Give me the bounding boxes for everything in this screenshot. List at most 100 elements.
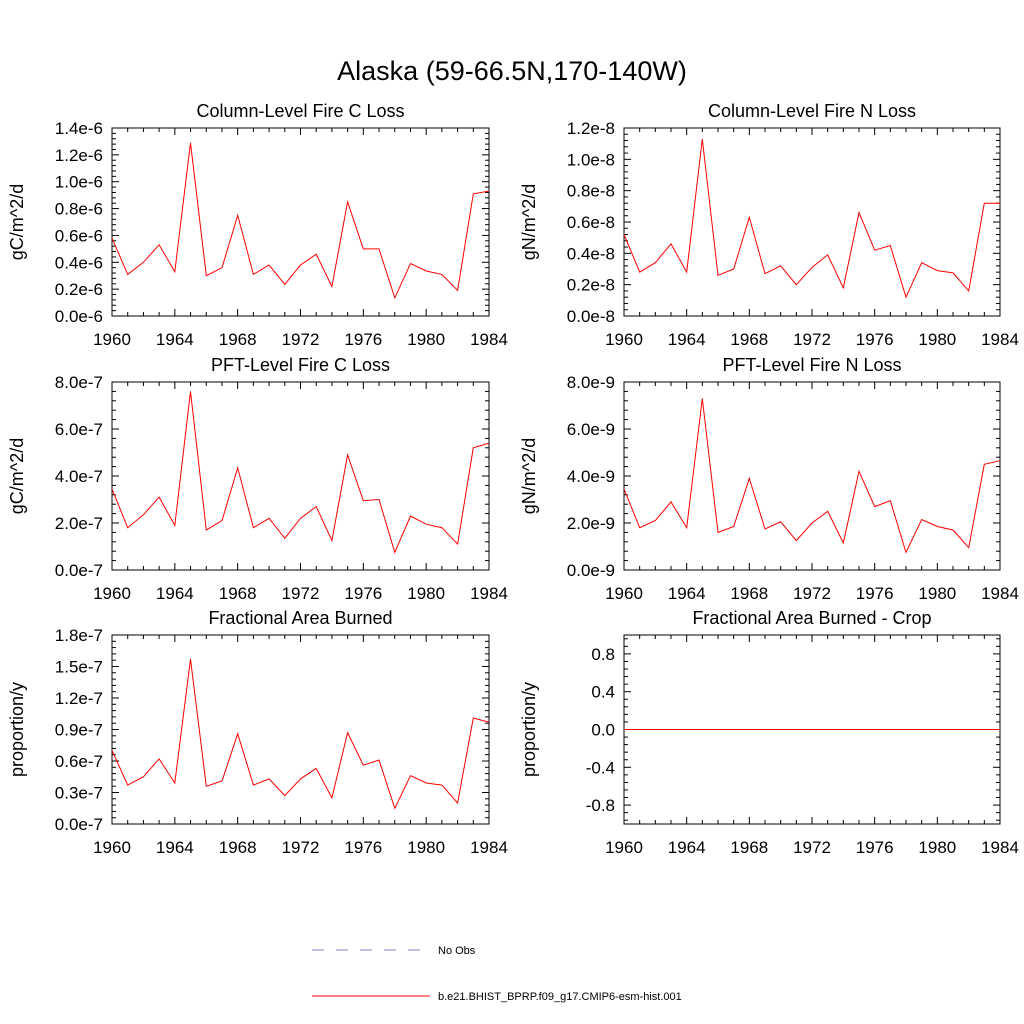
y-tick-label: 0.6e-7 <box>55 752 103 771</box>
y-tick-label: 8.0e-7 <box>55 373 103 392</box>
series-line <box>623 398 1001 554</box>
x-tick-label: 1968 <box>730 838 768 857</box>
x-tick-label: 1976 <box>344 838 382 857</box>
y-tick-label: 0.8 <box>591 645 615 664</box>
panel-title: Column-Level Fire N Loss <box>708 101 916 121</box>
y-tick-label: 6.0e-7 <box>55 420 103 439</box>
x-tick-label: 1964 <box>156 584 194 603</box>
x-tick-label: 1976 <box>856 838 894 857</box>
x-tick-label: 1980 <box>407 838 445 857</box>
x-tick-label: 1964 <box>668 330 706 349</box>
x-tick-label: 1984 <box>470 838 508 857</box>
y-tick-label: 1.4e-6 <box>55 119 103 138</box>
y-tick-label: -0.4 <box>586 758 615 777</box>
x-tick-label: 1984 <box>981 330 1019 349</box>
x-tick-label: 1972 <box>282 838 320 857</box>
y-tick-label: 0.6e-6 <box>55 226 103 245</box>
y-tick-label: 4.0e-9 <box>567 467 615 486</box>
y-tick-label: 0.4e-8 <box>567 244 615 263</box>
x-tick-label: 1972 <box>282 584 320 603</box>
legend: No Obs b.e21.BHIST_BPRP.f09_g17.CMIP6-es… <box>312 945 682 1003</box>
x-tick-label: 1976 <box>856 584 894 603</box>
x-tick-label: 1972 <box>793 838 831 857</box>
panel-1: Column-Level Fire C Loss gC/m^2/d 1960 1964… <box>7 101 508 349</box>
series-line <box>111 659 490 810</box>
panel-title: PFT-Level Fire N Loss <box>722 355 901 375</box>
y-tick-label: 0.8e-6 <box>55 200 103 219</box>
x-tick-label: 1980 <box>407 584 445 603</box>
y-tick-label: 1.2e-7 <box>55 689 103 708</box>
y-tick-label: 6.0e-9 <box>567 420 615 439</box>
x-tick-label: 1980 <box>407 330 445 349</box>
x-tick-label: 1976 <box>344 584 382 603</box>
y-tick-label: 1.5e-7 <box>55 658 103 677</box>
y-tick-label: 0.0e-7 <box>55 815 103 834</box>
y-tick-label: 8.0e-9 <box>567 373 615 392</box>
y-tick-label: 0.0 <box>591 721 615 740</box>
panel-6: Fractional Area Burned - Crop proportion/… <box>519 608 1019 857</box>
series-line <box>111 142 490 300</box>
y-tick-label: 2.0e-9 <box>567 514 615 533</box>
y-tick-label: 0.9e-7 <box>55 721 103 740</box>
x-tick-label: 1968 <box>219 584 257 603</box>
x-tick-label: 1980 <box>918 584 956 603</box>
panel-5: Fractional Area Burned proportion/y 1960 19… <box>7 608 508 857</box>
y-tick-label: 0.3e-7 <box>55 784 103 803</box>
y-tick-label: 1.2e-8 <box>567 119 615 138</box>
x-tick-label: 1972 <box>793 584 831 603</box>
legend-label-model-run: b.e21.BHIST_BPRP.f09_g17.CMIP6-esm-hist.… <box>438 991 682 1003</box>
x-tick-label: 1968 <box>219 838 257 857</box>
panel-4: PFT-Level Fire N Loss gN/m^2/d 1960 1964 196… <box>519 355 1019 603</box>
y-tick-label: 0.0e-7 <box>55 561 103 580</box>
y-tick-label: -0.8 <box>586 796 615 815</box>
panel-3: PFT-Level Fire C Loss gC/m^2/d 1960 1964 196… <box>7 355 508 603</box>
y-tick-label: 0.2e-8 <box>567 276 615 295</box>
x-tick-label: 1964 <box>156 838 194 857</box>
y-axis-label: proportion/y <box>519 682 539 777</box>
y-tick-label: 1.0e-6 <box>55 173 103 192</box>
y-tick-label: 0.0e-6 <box>55 307 103 326</box>
y-axis-label: gC/m^2/d <box>7 438 27 514</box>
y-tick-label: 4.0e-7 <box>55 467 103 486</box>
y-axis-label: gN/m^2/d <box>519 184 539 260</box>
y-tick-label: 0.0e-9 <box>567 561 615 580</box>
panels: Column-Level Fire C Loss gC/m^2/d 1960 1964… <box>7 101 1019 857</box>
x-tick-label: 1968 <box>730 330 768 349</box>
x-tick-label: 1984 <box>470 584 508 603</box>
figure-title: Alaska (59-66.5N,170-140W) <box>337 56 687 86</box>
panel-title: PFT-Level Fire C Loss <box>211 355 390 375</box>
y-axis-label: gC/m^2/d <box>7 184 27 260</box>
x-tick-label: 1984 <box>981 838 1019 857</box>
x-tick-label: 1968 <box>219 330 257 349</box>
x-tick-label: 1980 <box>918 838 956 857</box>
y-axis-label: proportion/y <box>7 682 27 777</box>
x-tick-label: 1960 <box>605 330 643 349</box>
y-tick-label: 0.0e-8 <box>567 307 615 326</box>
y-tick-label: 0.6e-8 <box>567 213 615 232</box>
x-tick-label: 1972 <box>793 330 831 349</box>
y-tick-label: 0.4 <box>591 683 615 702</box>
x-tick-label: 1976 <box>344 330 382 349</box>
x-tick-label: 1964 <box>668 838 706 857</box>
panel-title: Fractional Area Burned <box>208 608 392 628</box>
x-tick-label: 1984 <box>470 330 508 349</box>
x-tick-label: 1960 <box>93 330 131 349</box>
x-tick-label: 1964 <box>156 330 194 349</box>
y-tick-label: 0.2e-6 <box>55 280 103 299</box>
y-tick-label: 2.0e-7 <box>55 514 103 533</box>
x-tick-label: 1960 <box>605 584 643 603</box>
series-line <box>623 138 1000 299</box>
panel-title: Column-Level Fire C Loss <box>196 101 404 121</box>
series-line <box>111 391 490 554</box>
y-axis-label: gN/m^2/d <box>519 438 539 514</box>
y-tick-label: 0.8e-8 <box>567 182 615 201</box>
y-tick-label: 0.4e-6 <box>55 253 103 272</box>
x-tick-label: 1960 <box>93 584 131 603</box>
x-tick-label: 1960 <box>605 838 643 857</box>
x-tick-label: 1968 <box>730 584 768 603</box>
y-tick-label: 1.0e-8 <box>567 150 615 169</box>
x-tick-label: 1960 <box>93 838 131 857</box>
x-tick-label: 1980 <box>918 330 956 349</box>
